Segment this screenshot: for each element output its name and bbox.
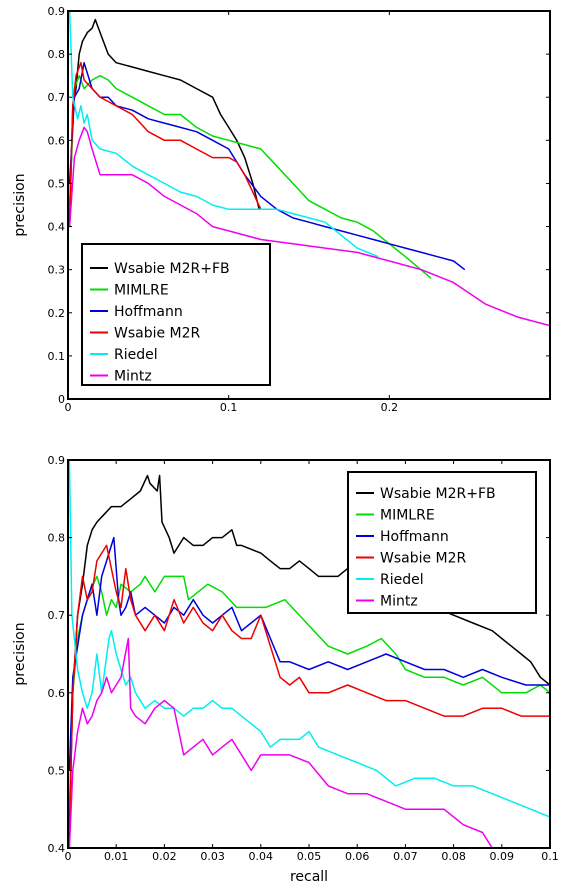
y-tick-label: 0.4 (48, 842, 66, 855)
series-line-wsabie-m2r (68, 61, 262, 218)
legend-label-hoffmann: Hoffmann (380, 529, 449, 545)
plot-frame (67, 10, 551, 400)
x-tick-label: 0 (65, 850, 72, 863)
legend-label-wsabie-m2r-fb: Wsabie M2R+FB (380, 486, 496, 502)
series-line-riedel (68, 11, 379, 258)
x-tick-label: 0.07 (393, 850, 418, 863)
series-line-mintz (68, 637, 493, 848)
series-line-wsabie-m2r-fb (68, 18, 260, 227)
series-line-hoffmann (68, 536, 550, 771)
series-line-hoffmann (68, 61, 466, 271)
legend-label-riedel: Riedel (380, 572, 424, 588)
legend-label-mintz: Mintz (114, 369, 152, 385)
legend-label-wsabie-m2r: Wsabie M2R (114, 326, 201, 342)
chart-2: 0 0.01 0.02 0.03 0.04 0.05 0.06 0.07 0.08 0.09 0.1… (12, 454, 559, 885)
series-line-riedel (68, 460, 550, 818)
series-line-wsabie-m2r (68, 544, 550, 833)
x-tick-label: 0.09 (490, 850, 515, 863)
series-line-mintz (68, 126, 550, 327)
legend: Wsabie M2R+FB MIMLRE Hoffmann Wsabie M2R Rie… (81, 243, 271, 386)
x-axis-label: recall (290, 869, 328, 885)
y-tick-label: 0.6 (48, 687, 66, 700)
y-tick-label: 0.6 (48, 134, 66, 147)
y-tick-label: 0.7 (48, 91, 66, 104)
y-tick-label: 0.4 (48, 221, 66, 234)
chart-1: 0 0.1 0.2 0 0.1 0.2 0.3 0.4 0.5 0.6 0.7 0.8 0.9 preci… (12, 5, 551, 414)
y-tick-label: 0.7 (48, 609, 66, 622)
legend-label-wsabie-m2r-fb: Wsabie M2R+FB (114, 261, 230, 277)
x-tick-label: 0.03 (200, 850, 225, 863)
series-line-mimlre (68, 74, 432, 279)
y-tick-label: 0.2 (48, 307, 66, 320)
y-tick-label: 0.9 (48, 5, 66, 18)
legend-label-hoffmann: Hoffmann (114, 304, 183, 320)
legend-box (347, 471, 537, 614)
x-tick-label: 0 (65, 401, 72, 414)
series-line-mimlre (68, 575, 550, 810)
series-group (68, 11, 550, 327)
y-axis-label: precision (12, 173, 28, 236)
y-tick-label: 0.8 (48, 48, 66, 61)
legend-label-mimlre: MIMLRE (114, 283, 169, 299)
x-tick-label: 0.05 (297, 850, 322, 863)
y-tick-label: 0.3 (48, 264, 66, 277)
legend-label-wsabie-m2r: Wsabie M2R (380, 551, 467, 567)
y-tick-label: 0.5 (48, 177, 66, 190)
legend-box (81, 243, 271, 386)
y-tick-label: 0.9 (48, 454, 66, 467)
y-tick-label: 0.5 (48, 764, 66, 777)
legend-label-riedel: Riedel (114, 347, 158, 363)
legend-label-mimlre: MIMLRE (380, 508, 435, 524)
y-axis-label: precision (12, 622, 28, 685)
y-tick-label: 0 (58, 393, 65, 406)
legend-label-mintz: Mintz (380, 594, 418, 610)
x-tick-label: 0.04 (249, 850, 274, 863)
y-tick-label: 0.1 (48, 350, 66, 363)
x-tick-label: 0.08 (441, 850, 466, 863)
x-tick-label: 0.01 (104, 850, 129, 863)
x-tick-label: 0.1 (220, 401, 238, 414)
x-tick-label: 0.2 (381, 401, 399, 414)
legend: Wsabie M2R+FB MIMLRE Hoffmann Wsabie M2R Rie… (347, 471, 537, 614)
x-tick-label: 0.1 (541, 850, 559, 863)
x-tick-label: 0.06 (345, 850, 370, 863)
y-tick-label: 0.8 (48, 532, 66, 545)
x-tick-label: 0.02 (152, 850, 177, 863)
